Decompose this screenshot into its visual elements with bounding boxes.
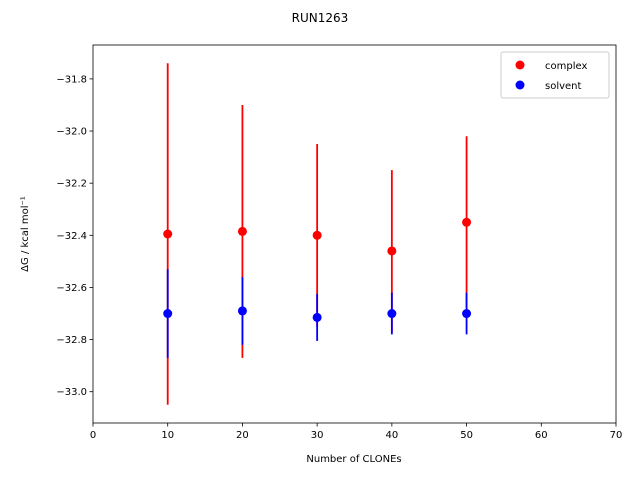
complex-point: [163, 229, 173, 239]
x-tick-label: 70: [610, 430, 623, 441]
series-solvent: [163, 269, 472, 358]
x-tick-label: 20: [236, 430, 249, 441]
complex-point: [387, 246, 397, 256]
y-tick-label: −32.4: [56, 231, 87, 242]
chart-title: RUN1263: [292, 11, 349, 25]
y-tick-label: −32.8: [56, 335, 87, 346]
solvent-point: [237, 306, 247, 316]
complex-point: [237, 226, 247, 236]
x-tick-label: 0: [90, 430, 96, 441]
y-tick-label: −31.8: [56, 74, 87, 85]
solvent-point: [462, 309, 472, 319]
solvent-point: [312, 312, 322, 322]
legend-label-complex: complex: [545, 61, 587, 72]
y-axis-label: ΔG / kcal mol⁻¹: [20, 196, 31, 272]
x-tick-label: 10: [161, 430, 174, 441]
y-tick-label: −32.2: [56, 179, 87, 190]
series-complex: [163, 63, 472, 405]
plot-area: [163, 63, 472, 405]
x-tick-label: 50: [460, 430, 473, 441]
x-tick-label: 30: [311, 430, 324, 441]
x-axis-label: Number of CLONEs: [306, 454, 401, 465]
legend: complex solvent: [500, 51, 610, 99]
complex-point: [462, 217, 472, 227]
y-tick-label: −32.0: [56, 127, 87, 138]
legend-marker-complex: [515, 60, 525, 70]
legend-marker-solvent: [515, 80, 525, 90]
axes-frame: [92, 44, 617, 424]
axis-ticks: 0 10 20 30 40 50 60 70 −33.0 −32.8 −32.6 −32.4 −32.2…: [56, 74, 622, 441]
complex-point: [312, 230, 322, 240]
x-tick-label: 60: [535, 430, 548, 441]
legend-label-solvent: solvent: [545, 81, 582, 92]
x-tick-label: 40: [385, 430, 398, 441]
solvent-point: [387, 309, 397, 319]
y-tick-label: −32.6: [56, 283, 87, 294]
legend-box: [500, 51, 610, 99]
y-tick-label: −33.0: [56, 387, 87, 398]
solvent-point: [163, 309, 173, 319]
